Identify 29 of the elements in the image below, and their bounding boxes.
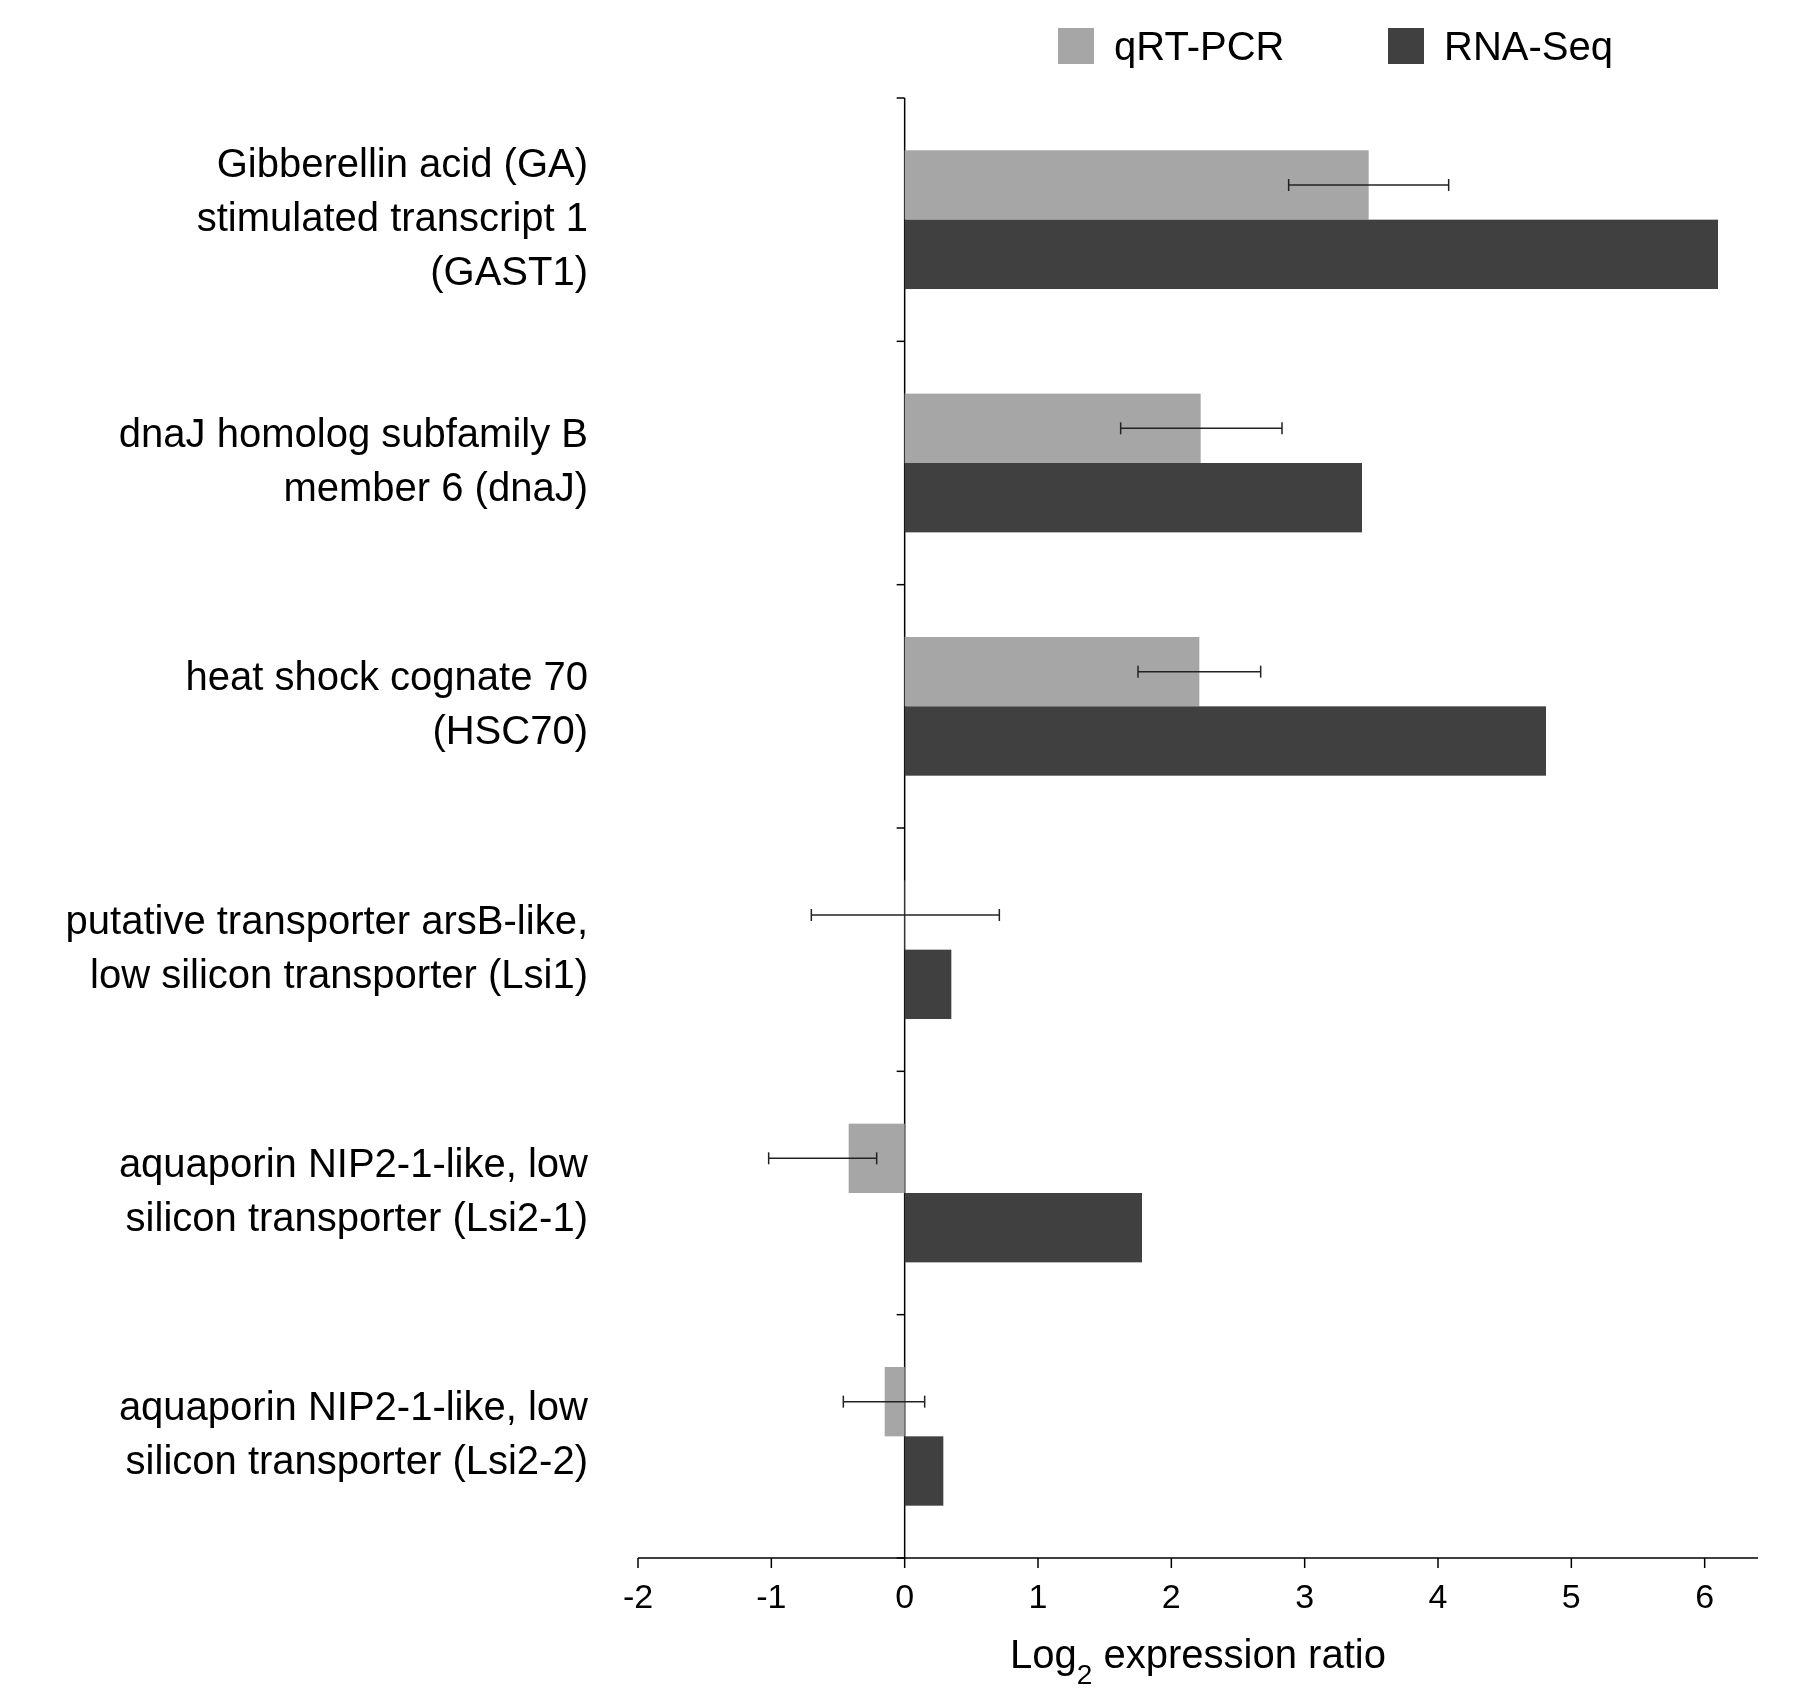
bar xyxy=(904,219,1718,290)
x-tick-label: -1 xyxy=(756,1577,787,1615)
x-tick-label: 5 xyxy=(1561,1577,1581,1615)
bar xyxy=(904,636,1200,707)
x-tick-label: 0 xyxy=(895,1577,915,1615)
y-tick-label: aquaporin NIP2-1-like, low silicon transporter (Lsi2-2) xyxy=(118,1383,589,1482)
bar xyxy=(884,1366,905,1437)
bar xyxy=(904,1193,1142,1263)
x-axis-title: Log$_{2}$ expression ratio xyxy=(1010,1632,1386,1690)
bar xyxy=(904,706,1546,776)
x-tick-label: 4 xyxy=(1428,1577,1448,1615)
bar xyxy=(848,1123,905,1193)
x-tick-label: 1 xyxy=(1028,1577,1048,1615)
y-tick-label: dnaJ homolog subfamily B member 6 (dnaJ) xyxy=(118,410,588,509)
legend-label: qRT-PCR xyxy=(1114,24,1285,68)
y-tick-label: Gibberellin acid (GA) stimulated transcript 1 (GAST1) xyxy=(196,140,588,293)
x-tick-label: 6 xyxy=(1695,1577,1715,1615)
legend-label: RNA-Seq xyxy=(1444,24,1613,68)
bar xyxy=(904,393,1201,463)
bar xyxy=(904,1436,944,1506)
bar xyxy=(904,150,1369,220)
y-tick-label: putative transporter arsB-like, low silicon transporter (Lsi1) xyxy=(65,897,588,996)
x-tick-label: 3 xyxy=(1295,1577,1315,1615)
y-tick-label: aquaporin NIP2-1-like, low silicon transporter (Lsi2-1) xyxy=(118,1140,589,1239)
bar xyxy=(904,949,952,1020)
bar xyxy=(904,463,1362,533)
y-tick-label: heat shock cognate 70 (HSC70) xyxy=(185,653,588,752)
x-tick-label: -2 xyxy=(622,1577,654,1615)
x-tick-label: 2 xyxy=(1161,1577,1181,1615)
